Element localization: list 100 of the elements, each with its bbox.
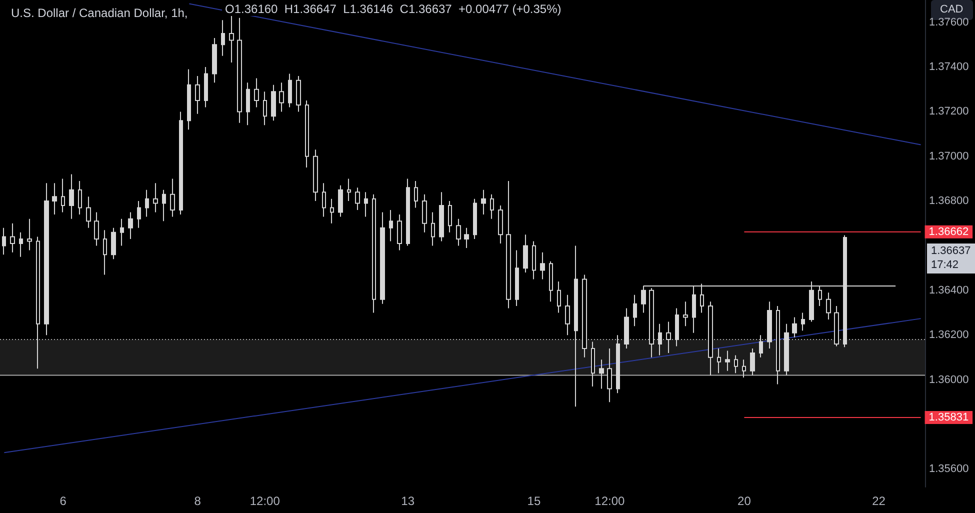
- y-tick-label: 1.37400: [929, 61, 969, 74]
- candlestick: [675, 308, 679, 347]
- candlestick: [137, 200, 141, 228]
- text: 1.36637: [931, 244, 971, 257]
- candlestick: [742, 359, 746, 378]
- x-tick-label: 6: [60, 494, 67, 508]
- candlestick: [69, 174, 74, 220]
- candlestick: [44, 182, 49, 336]
- candlestick: [515, 250, 519, 307]
- x-tick-label: 13: [401, 494, 415, 508]
- x-tick-label: 15: [527, 494, 541, 508]
- candlestick: [599, 359, 604, 390]
- y-tick-label: 1.35600: [929, 463, 969, 476]
- candlestick: [784, 323, 789, 376]
- y-axis-title: CAD: [940, 4, 964, 16]
- y-tick-label: 1.37000: [929, 150, 969, 162]
- candlestick: [52, 182, 57, 215]
- candlestick: [27, 218, 32, 251]
- candlestick: [145, 189, 149, 218]
- candlestick: [86, 196, 91, 228]
- candlestick: [389, 209, 393, 242]
- candlestick: [607, 348, 612, 403]
- x-tick-label: 12:00: [594, 494, 625, 508]
- series-label: 1.36662: [928, 226, 969, 238]
- candlestick: [582, 274, 587, 358]
- candlestick: [187, 68, 191, 130]
- candlestick: [296, 75, 301, 112]
- candlestick: [473, 198, 477, 240]
- candlestick: [624, 308, 629, 349]
- candlestick: [750, 348, 755, 376]
- candlestick: [19, 232, 23, 258]
- candlestick: [36, 236, 40, 370]
- y-tick-label: 1.36000: [929, 374, 969, 386]
- candlestick: [549, 260, 553, 302]
- y-tick-label: 1.37600: [929, 16, 969, 28]
- candlestick: [179, 111, 183, 215]
- candlestick: [431, 212, 435, 246]
- x-tick-label: 12:00: [250, 494, 280, 508]
- candlestick: [128, 212, 133, 240]
- candlestick: [120, 218, 124, 246]
- candlestick: [616, 334, 620, 394]
- x-tick-label: 8: [194, 494, 202, 508]
- candlestick: [666, 321, 671, 354]
- candlestick: [212, 37, 217, 84]
- candlestick: [355, 187, 360, 210]
- candlestick: [254, 78, 259, 108]
- candlestick: [406, 178, 410, 246]
- candlestick: [734, 354, 738, 374]
- candlestick: [263, 91, 267, 126]
- candlestick: [221, 20, 225, 56]
- y-tick-label: 1.36800: [929, 195, 969, 208]
- candlestick: [498, 205, 503, 244]
- candlestick: [2, 227, 6, 256]
- chart-subtitle: O1.36160 H1.36647 L1.36146 C1.36637 +0.00477 (+0.35%): [225, 2, 562, 16]
- series-label: 1.35831: [928, 412, 969, 424]
- y-tick-label: 1.37200: [929, 106, 969, 118]
- candlestick: [330, 198, 334, 224]
- candlestick: [313, 149, 318, 202]
- candlestick: [633, 294, 637, 327]
- candlestick: [162, 189, 166, 222]
- candlestick: [506, 180, 511, 309]
- candlestick: [490, 194, 494, 220]
- x-tick-label: 22: [872, 494, 886, 508]
- candlestick: [591, 341, 595, 387]
- candlestick: [322, 182, 326, 218]
- y-tick-label: 1.36400: [929, 284, 969, 296]
- candlestick: [725, 350, 730, 372]
- candlestick: [195, 75, 200, 114]
- candlestick: [717, 348, 721, 374]
- candlestick: [557, 280, 561, 314]
- candlestick: [279, 82, 284, 112]
- candlestick: [759, 334, 763, 358]
- candlestick: [347, 178, 351, 202]
- candlestick: [540, 252, 545, 280]
- candlestick: [153, 182, 158, 213]
- candlestick: [414, 180, 418, 208]
- candlestick: [776, 306, 780, 385]
- candlestick: [456, 218, 461, 246]
- candlestick: [834, 306, 839, 347]
- candlestick: [111, 227, 116, 260]
- candlestick: [658, 323, 662, 356]
- candlestick: [94, 212, 99, 246]
- candlestick: [439, 192, 444, 242]
- candlestick: [464, 227, 469, 248]
- candlestick: [380, 212, 385, 304]
- candlestick: [237, 17, 242, 124]
- candlestick: [61, 178, 65, 213]
- candlestick: [246, 82, 250, 126]
- candlestick: [523, 234, 528, 274]
- candlestick: [372, 194, 376, 314]
- candlestick: [204, 66, 208, 108]
- candlestick: [792, 316, 797, 338]
- candlestick: [422, 194, 427, 233]
- candlestick: [481, 189, 486, 215]
- candlestick: [532, 240, 536, 280]
- candlestick: [708, 301, 713, 376]
- candlestick: [683, 301, 688, 327]
- candlestick: [338, 184, 343, 218]
- candlestick: [397, 214, 402, 251]
- candlestick: [565, 294, 570, 336]
